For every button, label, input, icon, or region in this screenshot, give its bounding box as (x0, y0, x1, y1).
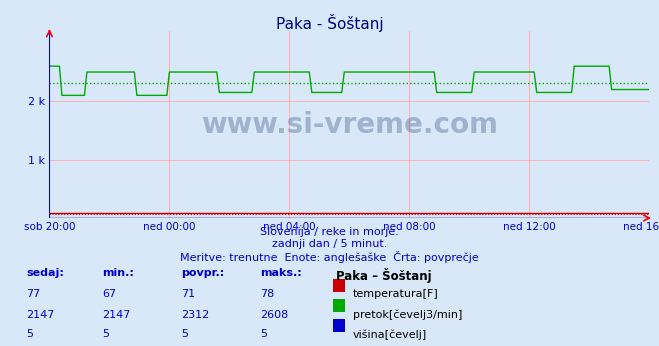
Text: temperatura[F]: temperatura[F] (353, 289, 438, 299)
Text: Slovenija / reke in morje.: Slovenija / reke in morje. (260, 227, 399, 237)
Text: 78: 78 (260, 289, 275, 299)
Text: 77: 77 (26, 289, 41, 299)
Text: 2147: 2147 (26, 310, 55, 320)
Text: zadnji dan / 5 minut.: zadnji dan / 5 minut. (272, 239, 387, 249)
Text: 5: 5 (102, 329, 109, 339)
Text: Meritve: trenutne  Enote: anglešaške  Črta: povprečje: Meritve: trenutne Enote: anglešaške Črta… (180, 251, 479, 263)
Text: Paka - Šoštanj: Paka - Šoštanj (275, 14, 384, 32)
Text: višina[čevelj]: višina[čevelj] (353, 329, 427, 340)
Text: 2608: 2608 (260, 310, 289, 320)
Text: sedaj:: sedaj: (26, 268, 64, 278)
Text: povpr.:: povpr.: (181, 268, 225, 278)
Text: min.:: min.: (102, 268, 134, 278)
Text: 5: 5 (181, 329, 188, 339)
Text: 2312: 2312 (181, 310, 210, 320)
Text: pretok[čevelj3/min]: pretok[čevelj3/min] (353, 310, 462, 320)
Text: 67: 67 (102, 289, 116, 299)
Text: 5: 5 (260, 329, 268, 339)
Text: 71: 71 (181, 289, 195, 299)
Text: maks.:: maks.: (260, 268, 302, 278)
Text: 2147: 2147 (102, 310, 130, 320)
Text: www.si-vreme.com: www.si-vreme.com (201, 111, 498, 138)
Text: 5: 5 (26, 329, 34, 339)
Text: Paka – Šoštanj: Paka – Šoštanj (336, 268, 432, 283)
